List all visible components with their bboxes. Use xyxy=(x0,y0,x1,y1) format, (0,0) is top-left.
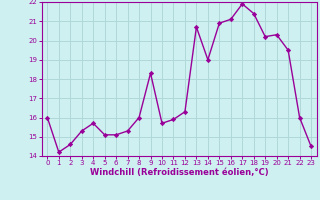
X-axis label: Windchill (Refroidissement éolien,°C): Windchill (Refroidissement éolien,°C) xyxy=(90,168,268,177)
